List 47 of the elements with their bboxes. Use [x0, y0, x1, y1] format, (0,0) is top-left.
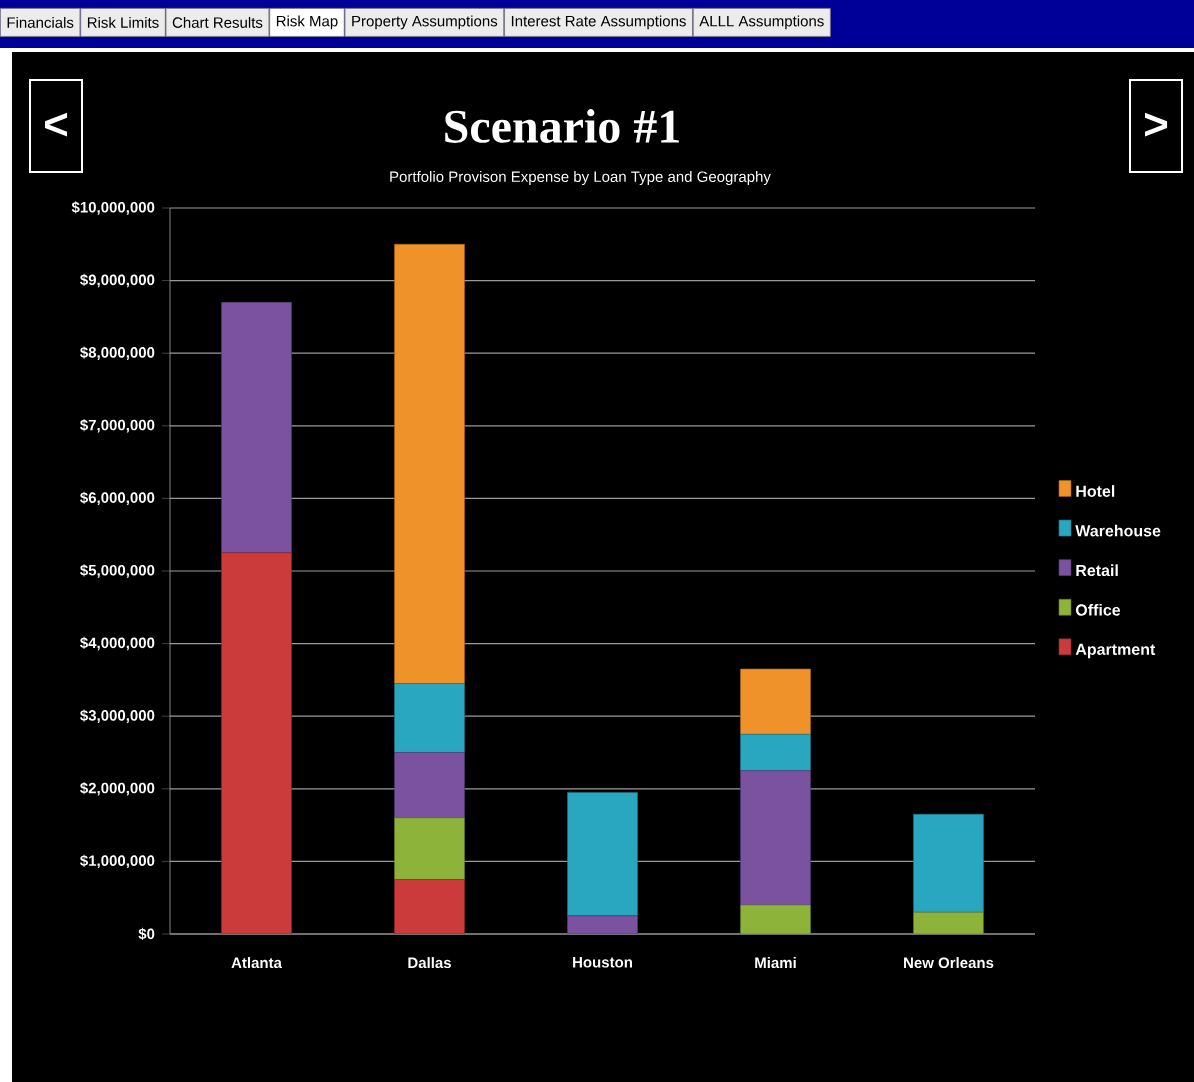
text: Property Assumptions [352, 15, 498, 30]
text: Financials [7, 16, 74, 28]
legend-label: Apartment [1075, 643, 1156, 659]
bar [567, 915, 638, 934]
y-tick-label: $1,000,000 [80, 854, 155, 869]
x-tick-label: Dallas [408, 957, 451, 969]
text: Risk Map [276, 15, 338, 30]
y-tick-label: $5,000,000 [80, 564, 155, 578]
text: Interest Rate Assumptions [511, 15, 686, 30]
text: < [45, 112, 68, 137]
x-tick-label: Houston [573, 957, 632, 968]
y-tick-label: $10,000,000 [71, 201, 155, 215]
legend-label: Office [1075, 603, 1121, 616]
chart-subtitle: Portfolio Provison Expense by Loan Type and Geography [390, 171, 771, 185]
text: Risk Limits [87, 16, 159, 28]
y-tick-label: $3,000,000 [80, 709, 155, 723]
y-tick-label: $0 [138, 927, 155, 941]
bar [740, 770, 811, 906]
bar [394, 879, 465, 934]
y-tick-label: $7,000,000 [80, 419, 155, 433]
legend-label: Hotel [1076, 485, 1115, 497]
bar [740, 734, 811, 771]
bar [394, 683, 465, 753]
legend-label: Warehouse [1075, 524, 1161, 537]
bar [221, 302, 292, 554]
bar [394, 817, 465, 880]
x-tick-label: Atlanta [231, 957, 283, 969]
x-tick-label: New Orleans [904, 957, 994, 969]
text: ALLL Assumptions [699, 15, 824, 30]
x-tick-label: Miami [755, 957, 796, 969]
y-tick-label: $6,000,000 [80, 491, 155, 506]
text: > [1145, 112, 1168, 137]
bar [740, 904, 811, 934]
bar [913, 911, 984, 934]
text: Chart Results [172, 16, 263, 28]
bar [913, 813, 984, 913]
bar [394, 752, 465, 819]
y-tick-label: $2,000,000 [80, 782, 155, 796]
y-tick-label: $9,000,000 [80, 273, 155, 288]
bar [394, 243, 465, 684]
y-tick-label: $8,000,000 [80, 346, 155, 360]
bar [740, 668, 811, 735]
bar [567, 792, 638, 917]
legend-label: Retail [1076, 564, 1118, 577]
chart-title: Scenario #1 [445, 109, 679, 143]
bar [221, 552, 292, 934]
y-tick-label: $4,000,000 [80, 636, 155, 651]
